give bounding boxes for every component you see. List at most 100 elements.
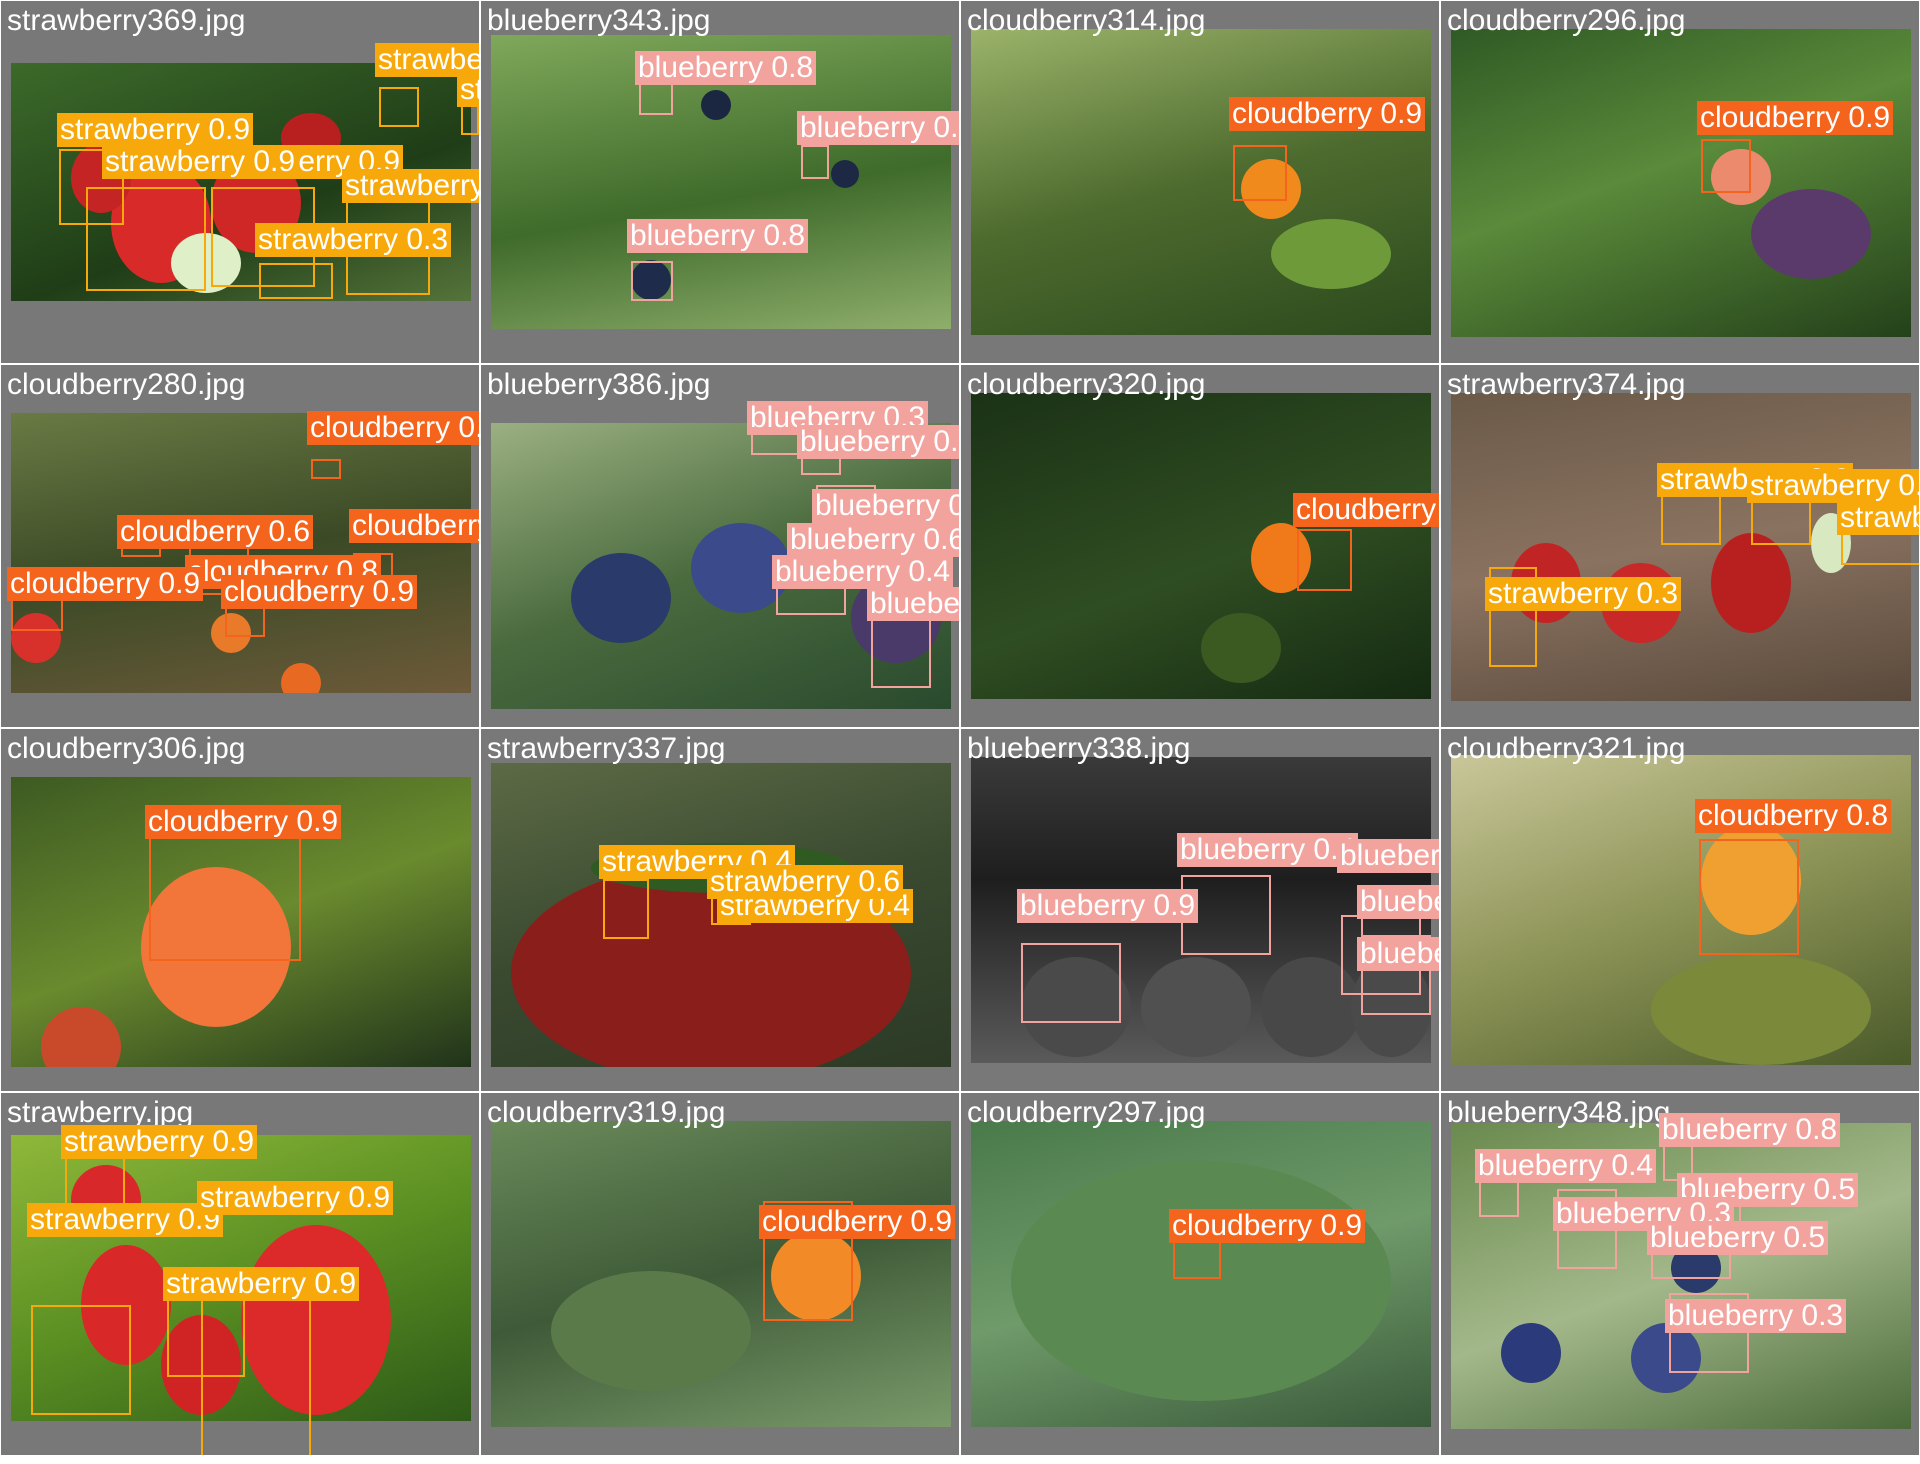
bounding-box <box>603 879 649 939</box>
fruit-shape <box>171 233 241 293</box>
detection-label: cloudberry 0.3 <box>307 411 479 445</box>
photo <box>1451 29 1911 337</box>
image-tile: strawberry337.jpg strawberry 0.4 strawberr… <box>481 729 959 1091</box>
fruit-shape <box>1711 533 1791 633</box>
filename-label: cloudberry321.jpg <box>1447 732 1686 765</box>
detection-label: strawberry 0.6 <box>707 865 904 899</box>
image-tile: cloudberry321.jpg cloudberry 0.8 <box>1441 729 1919 1091</box>
detection-label: blueberry 0.5 <box>1647 1221 1829 1255</box>
fruit-shape <box>701 90 731 120</box>
fruit-shape <box>571 553 671 643</box>
detection-label: cloudberry 0.6 <box>117 515 314 549</box>
filename-label: strawberry369.jpg <box>7 4 246 37</box>
image-tile: blueberry386.jpg blueberry 0.3 blueberry 0… <box>481 365 959 727</box>
detection-label: blueberry 0.8 <box>867 587 959 621</box>
fruit-shape <box>211 613 251 653</box>
filename-label: cloudberry319.jpg <box>487 1096 726 1129</box>
fruit-shape <box>1261 957 1361 1057</box>
fruit-shape <box>1021 957 1131 1057</box>
photo <box>971 1121 1431 1427</box>
image-tile: strawberry374.jpg strawberry 0.9 strawberr… <box>1441 365 1919 727</box>
detection-label: blueberry 0.8 <box>635 51 817 85</box>
filename-label: strawberry337.jpg <box>487 732 726 765</box>
detection-label: blueberry 0.9 <box>1337 839 1439 873</box>
detection-label: blueberry 0.3 <box>747 401 929 435</box>
detection-label: blueberry 0.9 <box>1017 889 1199 923</box>
detection-label: strawberry 0.5 <box>457 73 479 107</box>
detection-label: cloudberry 0.9 <box>1697 101 1894 135</box>
detection-label: blueberry 0.4 <box>1475 1149 1657 1183</box>
image-tile: cloudberry296.jpg cloudberry 0.9 <box>1441 1 1919 363</box>
bounding-box <box>31 1305 131 1415</box>
image-tile: blueberry348.jpg blueberry 0.8 blueberry 0… <box>1441 1093 1919 1455</box>
detection-label: strawberry 0.9 <box>61 1125 258 1159</box>
bounding-box <box>259 263 333 299</box>
bounding-box <box>1297 529 1352 591</box>
fruit-shape <box>551 1271 751 1391</box>
photo <box>971 393 1431 699</box>
fruit-shape <box>1241 159 1301 219</box>
fruit-shape <box>1271 219 1391 289</box>
detection-label: strawberry 0.5 <box>375 43 479 77</box>
image-tile: blueberry343.jpg blueberry 0.8 blueberry 0… <box>481 1 959 363</box>
bounding-box <box>1489 567 1537 667</box>
detection-label: strawberry 0.4 <box>599 845 796 879</box>
detection-label: blueberry 0.8 <box>627 219 809 253</box>
filename-label: cloudberry297.jpg <box>967 1096 1206 1129</box>
filename-label: blueberry386.jpg <box>487 368 711 401</box>
detection-label: blueberry 0.3 <box>1357 885 1439 919</box>
fruit-shape <box>241 1225 391 1415</box>
detection-label: strawberry 0.9 <box>57 113 254 147</box>
detection-label: cloudberry 0.9 <box>1169 1209 1366 1243</box>
fruit-shape <box>1351 957 1431 1057</box>
photo <box>11 413 471 693</box>
detection-label: cloudberry 0.8 <box>349 509 479 543</box>
image-tile: cloudberry320.jpg cloudberry 0.9 <box>961 365 1439 727</box>
fruit-shape <box>1011 1161 1391 1401</box>
bounding-box <box>1361 935 1431 1015</box>
detection-label: strawberry 0.9 <box>27 1203 224 1237</box>
detection-label: strawberry 0.3 <box>1485 577 1682 611</box>
bounding-box <box>1701 139 1751 193</box>
image-tile: cloudberry306.jpg cloudberry 0.9 <box>1 729 479 1091</box>
detection-label: strawberry 0.8 <box>342 169 479 203</box>
photo <box>971 29 1431 335</box>
detection-label: cloudberry 0.9 <box>145 805 342 839</box>
image-tile: cloudberry319.jpg cloudberry 0.9 <box>481 1093 959 1455</box>
filename-label: cloudberry314.jpg <box>967 4 1206 37</box>
bounding-box <box>631 261 673 301</box>
fruit-shape <box>1251 523 1311 593</box>
fruit-shape <box>1711 149 1771 205</box>
detection-label: strawberry 0.9 <box>197 1181 394 1215</box>
fruit-shape <box>1141 957 1251 1057</box>
filename-label: strawberry374.jpg <box>1447 368 1686 401</box>
detection-label: cloudberry 0.9 <box>221 575 418 609</box>
photo <box>491 1121 951 1427</box>
detection-label: blueberry 0.4 <box>772 555 954 589</box>
detection-label: blueberry 0.7 <box>797 111 959 145</box>
photo <box>1451 393 1911 701</box>
detection-label: blueberry 0.8 <box>812 489 959 523</box>
detection-label: blueberry 0.4 <box>1177 833 1359 867</box>
bounding-box <box>1699 839 1799 955</box>
bounding-box <box>1669 1293 1749 1373</box>
detection-label: blueberry 0.9 <box>1357 937 1439 971</box>
detection-label: blueberry 0.6 <box>787 523 959 557</box>
bounding-box <box>311 459 341 479</box>
fruit-shape <box>41 1007 121 1067</box>
detection-label: cloudberry 0.9 <box>7 567 204 601</box>
detection-label: strawberry 0.9 <box>102 145 299 179</box>
detection-label: strawberry 0.9 <box>163 1267 360 1301</box>
filename-label: blueberry338.jpg <box>967 732 1191 765</box>
detection-label: strawberry 0.9 <box>1747 469 1919 503</box>
bounding-box <box>149 827 301 961</box>
filename-label: cloudberry306.jpg <box>7 732 246 765</box>
filename-label: cloudberry320.jpg <box>967 368 1206 401</box>
fruit-shape <box>1651 955 1871 1065</box>
fruit-shape <box>281 663 321 693</box>
fruit-shape <box>771 1231 861 1321</box>
fruit-shape <box>631 260 671 300</box>
fruit-shape <box>831 160 859 188</box>
